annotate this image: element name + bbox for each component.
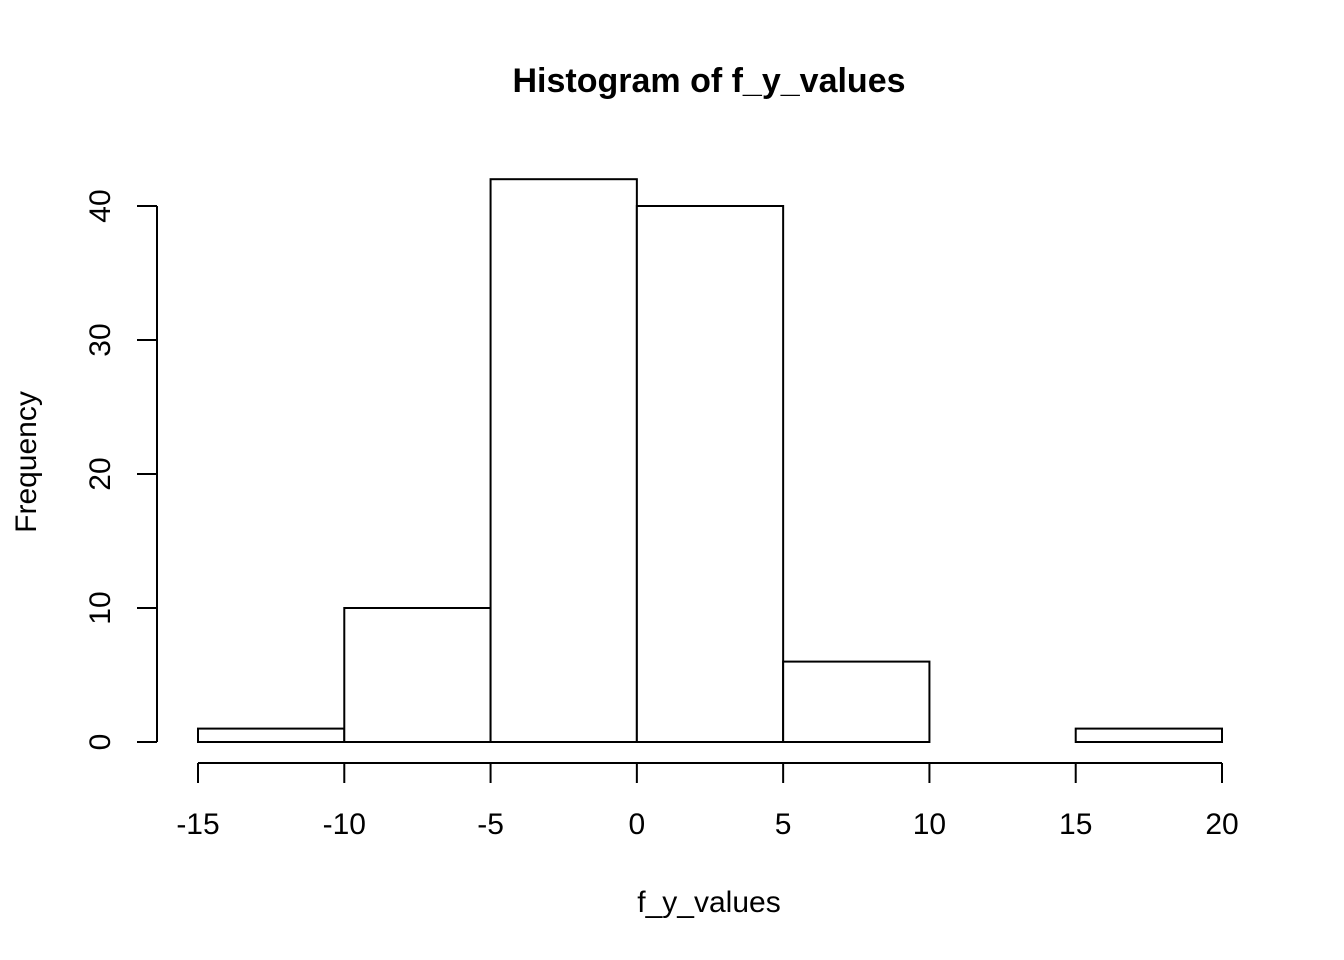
chart-title: Histogram of f_y_values [512, 62, 905, 100]
y-tick-label: 40 [84, 189, 117, 222]
histogram-bar-3 [635, 205, 785, 743]
y-tick-label: 10 [84, 591, 117, 624]
bars-group [197, 178, 1223, 743]
y-tick-label: 0 [84, 734, 117, 751]
x-tick-label: -15 [176, 808, 219, 841]
histogram-bar-4 [782, 660, 931, 743]
histogram-bar-2 [489, 178, 638, 743]
x-tick-label: 0 [629, 808, 646, 841]
x-tick-label: 20 [1205, 808, 1238, 841]
y-tick-label: 30 [84, 323, 117, 356]
x-tick-label: 15 [1059, 808, 1092, 841]
histogram-bar-1 [343, 607, 492, 743]
x-tick-label: 5 [775, 808, 792, 841]
x-tick-label: -5 [477, 808, 504, 841]
x-axis-label: f_y_values [637, 886, 780, 919]
y-axis-label: Frequency [10, 391, 43, 533]
histogram-bar-6 [1074, 727, 1223, 743]
y-axis: 0 10 20 30 40 [84, 189, 158, 751]
x-tick-label: -10 [323, 808, 366, 841]
y-tick-label: 20 [84, 457, 117, 490]
x-tick-label: 10 [913, 808, 946, 841]
histogram-bar-0 [197, 727, 346, 743]
x-axis: -15 -10 -5 0 5 10 15 20 [176, 762, 1239, 841]
